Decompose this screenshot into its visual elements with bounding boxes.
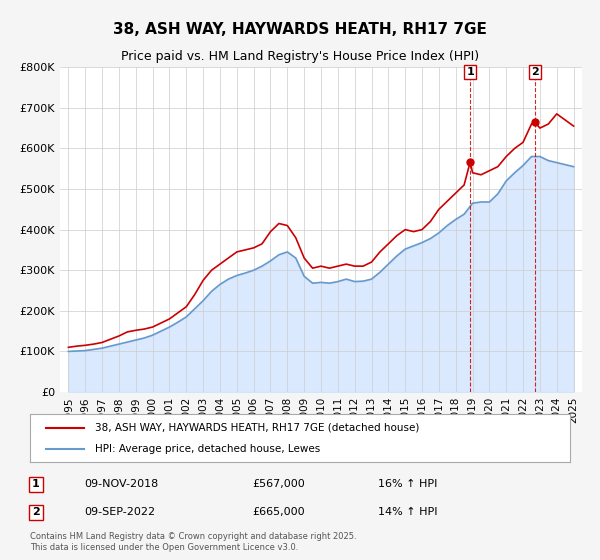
Text: 09-SEP-2022: 09-SEP-2022 [84,507,155,517]
Text: 1: 1 [466,67,474,77]
Text: 2: 2 [531,67,539,77]
Text: Contains HM Land Registry data © Crown copyright and database right 2025.
This d: Contains HM Land Registry data © Crown c… [30,532,356,552]
Text: £665,000: £665,000 [252,507,305,517]
Text: £567,000: £567,000 [252,479,305,489]
Text: Price paid vs. HM Land Registry's House Price Index (HPI): Price paid vs. HM Land Registry's House … [121,50,479,63]
Text: 1: 1 [32,479,40,489]
Text: 38, ASH WAY, HAYWARDS HEATH, RH17 7GE (detached house): 38, ASH WAY, HAYWARDS HEATH, RH17 7GE (d… [95,423,419,433]
Text: 14% ↑ HPI: 14% ↑ HPI [378,507,437,517]
Text: 16% ↑ HPI: 16% ↑ HPI [378,479,437,489]
Text: HPI: Average price, detached house, Lewes: HPI: Average price, detached house, Lewe… [95,444,320,454]
Text: 38, ASH WAY, HAYWARDS HEATH, RH17 7GE: 38, ASH WAY, HAYWARDS HEATH, RH17 7GE [113,22,487,38]
Text: 09-NOV-2018: 09-NOV-2018 [84,479,158,489]
Text: 2: 2 [32,507,40,517]
